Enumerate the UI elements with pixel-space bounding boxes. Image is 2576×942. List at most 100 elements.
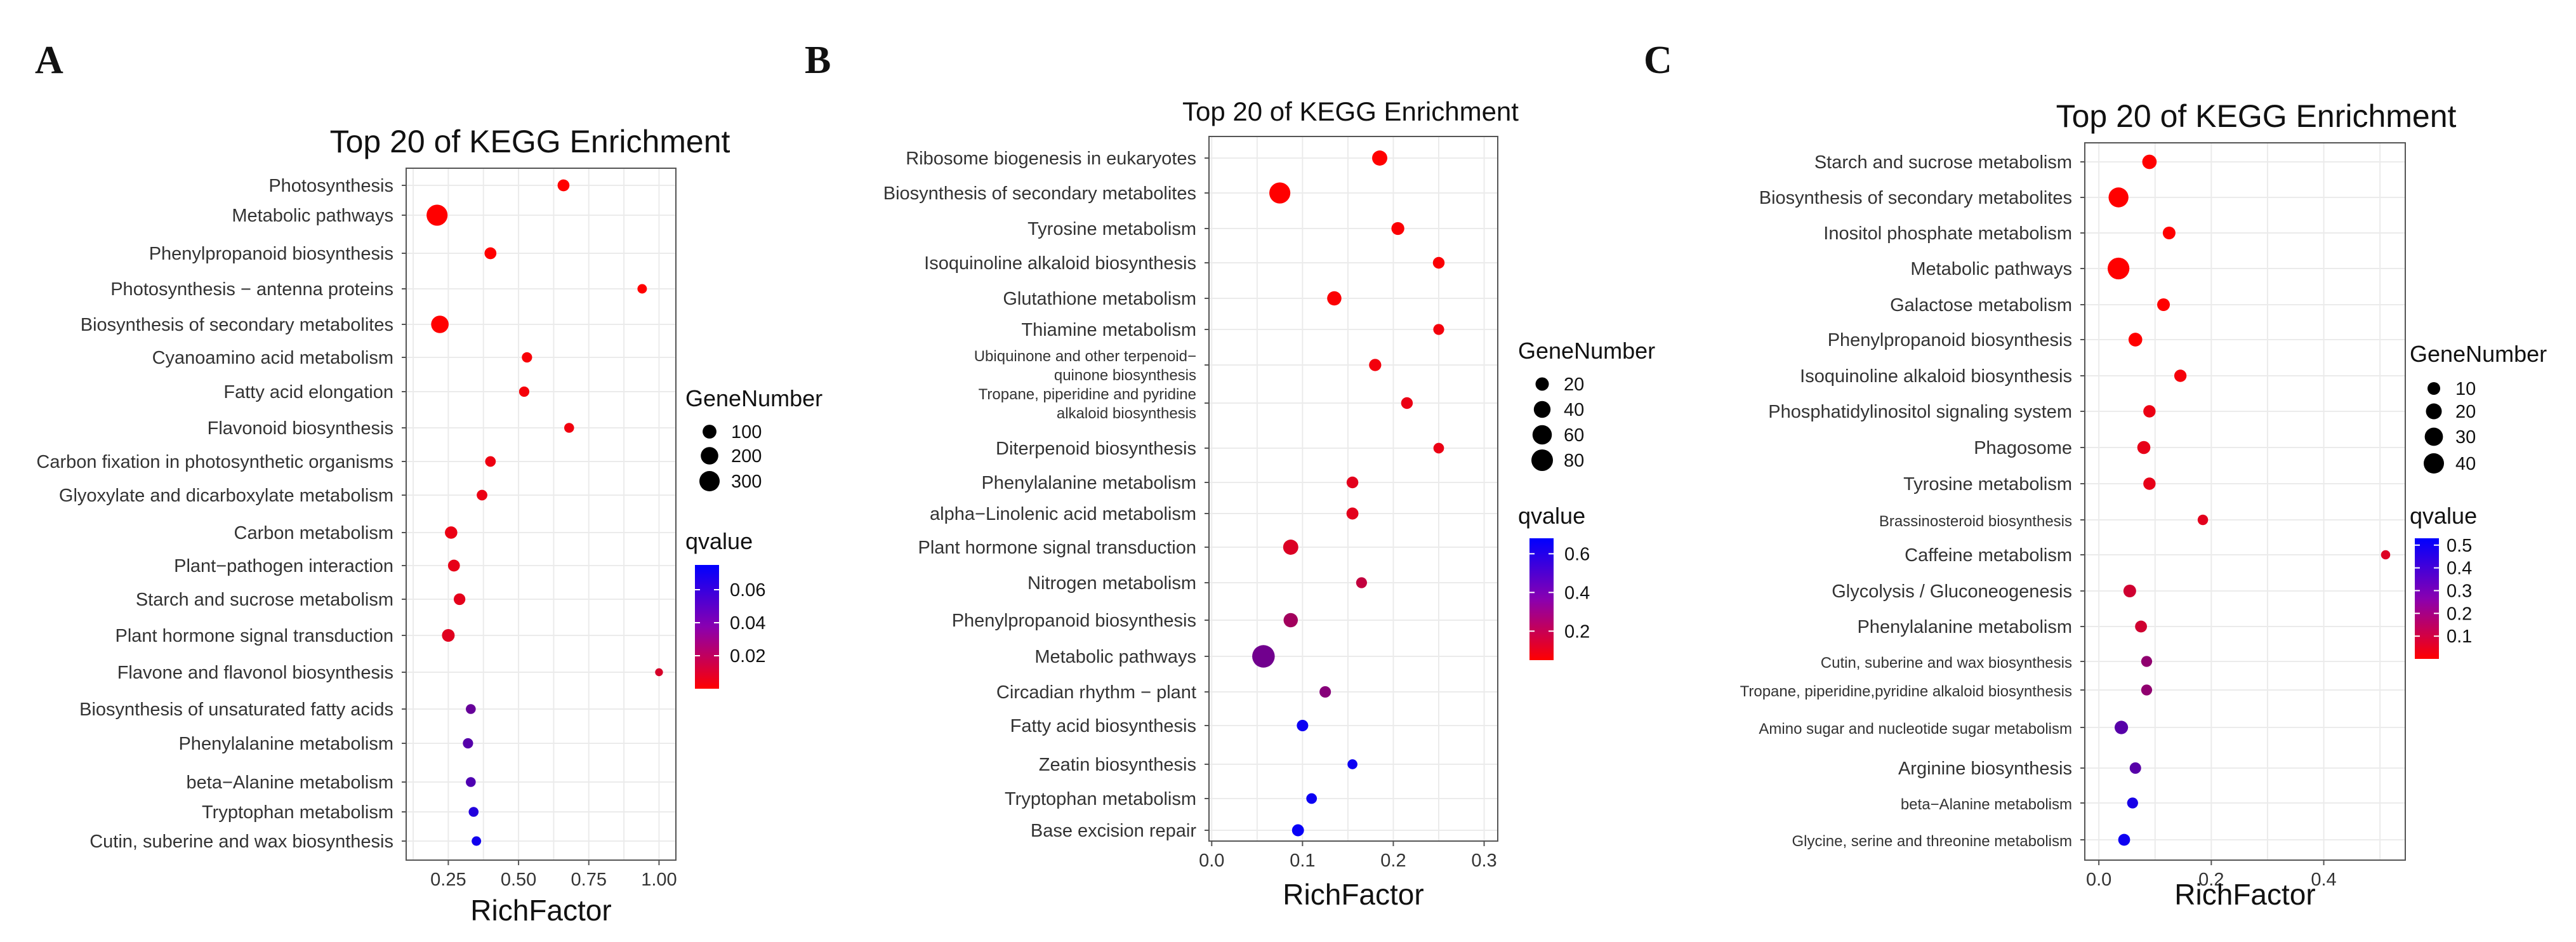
- category-label: Flavone and flavonol biosynthesis: [117, 663, 393, 683]
- size-legend-dot: [2424, 427, 2443, 446]
- data-point: [2381, 550, 2391, 560]
- category-label: Biosynthesis of unsaturated fatty acids: [79, 700, 393, 720]
- data-point: [1346, 507, 1359, 520]
- data-point: [519, 386, 530, 397]
- plot-frame: [406, 168, 677, 861]
- size-legend-dot: [701, 447, 718, 465]
- data-point: [472, 836, 482, 846]
- data-point: [1291, 824, 1304, 837]
- panel-letter-c: C: [1644, 39, 1672, 82]
- data-point: [2108, 187, 2129, 208]
- size-legend-label: 80: [1564, 451, 1584, 471]
- category-label: Isoquinoline alkaloid biosynthesis: [924, 253, 1196, 274]
- category-label: Cutin, suberine and wax biosynthesis: [89, 832, 393, 852]
- color-legend-title: qvalue: [2410, 503, 2477, 529]
- category-label: Inositol phosphate metabolism: [1823, 223, 2072, 244]
- category-label: beta−Alanine metabolism: [187, 773, 393, 793]
- plot-background: [406, 168, 676, 860]
- color-legend-title: qvalue: [685, 528, 753, 554]
- chart-panel-a: Top 20 of KEGG Enrichment Photosynthesis M…: [36, 124, 822, 927]
- data-point: [2162, 227, 2176, 239]
- size-legend-label: 100: [731, 422, 762, 442]
- data-point: [1319, 686, 1331, 698]
- color-legend-label: 0.6: [1564, 544, 1590, 564]
- category-label: Biosynthesis of secondary metabolites: [883, 183, 1196, 204]
- data-point: [1269, 182, 1291, 204]
- data-point: [2142, 154, 2157, 169]
- category-label: Biosynthesis of secondary metabolites: [1759, 188, 2072, 208]
- color-legend-label: 0.02: [730, 646, 765, 667]
- category-label: Tyrosine metabolism: [1027, 219, 1196, 239]
- data-point: [1433, 324, 1444, 335]
- category-label: Amino sugar and nucleotide sugar metabol…: [1759, 720, 2072, 738]
- plot-frame: [2084, 142, 2406, 861]
- category-label: Glutathione metabolism: [1003, 289, 1196, 309]
- category-label: alpha−Linolenic acid metabolism: [930, 504, 1196, 524]
- category-label: Thiamine metabolism: [1021, 320, 1196, 340]
- category-label: Photosynthesis: [268, 176, 393, 196]
- size-legend-dot: [703, 425, 717, 439]
- data-point: [2108, 257, 2130, 280]
- category-label: Phenylalanine metabolism: [981, 473, 1196, 493]
- data-point: [2141, 684, 2153, 696]
- category-label: Glycolysis / Gluconeogenesis: [1832, 581, 2072, 602]
- x-tick-label: 0.1: [1290, 851, 1315, 871]
- chart-title: Top 20 of KEGG Enrichment: [330, 124, 730, 159]
- category-label: Phenylpropanoid biosynthesis: [1828, 330, 2072, 350]
- size-legend-label: 40: [1564, 400, 1584, 420]
- data-point: [1327, 291, 1342, 306]
- color-legend-bar: [1529, 538, 1554, 660]
- category-label: Base excision repair: [1031, 821, 1196, 841]
- color-legend-label: 0.5: [2447, 536, 2472, 556]
- data-point: [2137, 441, 2151, 454]
- data-point: [1356, 577, 1367, 588]
- size-legend-label: 300: [731, 472, 762, 492]
- category-label-line2: quinone biosynthesis: [1054, 367, 1196, 384]
- category-label: Glyoxylate and dicarboxylate metabolism: [59, 486, 393, 506]
- data-point: [445, 526, 458, 539]
- color-legend-bar: [695, 565, 719, 689]
- data-point: [2197, 514, 2209, 526]
- data-point: [2143, 477, 2156, 490]
- data-point: [1297, 719, 1309, 732]
- data-point: [2141, 656, 2153, 667]
- data-point: [2127, 797, 2138, 809]
- category-label: Cyanoamino acid metabolism: [152, 348, 393, 368]
- data-point: [2118, 833, 2130, 846]
- data-point: [485, 456, 496, 467]
- data-point: [484, 247, 497, 260]
- category-label: Tropane, piperidine,pyridine alkaloid bi…: [1740, 683, 2072, 700]
- chart-panel-c: Top 20 of KEGG Enrichment Starch and sucr…: [1740, 98, 2547, 911]
- data-point: [637, 284, 647, 294]
- data-point: [1433, 442, 1444, 454]
- category-label: Brassinosteroid biosynthesis: [1879, 513, 2072, 530]
- size-legend-dot: [699, 471, 720, 491]
- data-point: [2157, 298, 2170, 311]
- category-label-line2: alkaloid biosynthesis: [1057, 405, 1196, 422]
- category-label: Nitrogen metabolism: [1027, 573, 1196, 594]
- x-axis-label: RichFactor: [2174, 878, 2315, 911]
- category-label-line1: Tropane, piperidine and pyridine: [979, 386, 1196, 403]
- size-legend-label: 60: [1564, 425, 1584, 446]
- color-legend-label: 0.06: [730, 580, 765, 600]
- data-point: [522, 352, 532, 363]
- category-label: Cutin, suberine and wax biosynthesis: [1821, 654, 2072, 672]
- data-point: [2143, 405, 2156, 418]
- plot-frame: [1208, 136, 1498, 842]
- category-label: Photosynthesis − antenna proteins: [110, 279, 393, 300]
- data-point: [477, 489, 487, 501]
- category-label: Fatty acid biosynthesis: [1010, 716, 1196, 736]
- category-label: Plant hormone signal transduction: [116, 626, 393, 646]
- data-point: [466, 704, 476, 714]
- color-legend-label: 0.2: [1564, 621, 1590, 642]
- size-legend-dot: [2427, 382, 2440, 395]
- category-label: Plant hormone signal transduction: [918, 538, 1196, 558]
- data-point: [1252, 645, 1275, 668]
- color-legend-label: 0.3: [2447, 581, 2472, 601]
- category-label: Diterpenoid biosynthesis: [996, 439, 1196, 459]
- category-label: Zeatin biosynthesis: [1039, 755, 1196, 775]
- data-point: [431, 315, 449, 333]
- data-point: [1369, 359, 1382, 371]
- data-point: [2129, 762, 2141, 774]
- color-legend-title: qvalue: [1518, 503, 1585, 529]
